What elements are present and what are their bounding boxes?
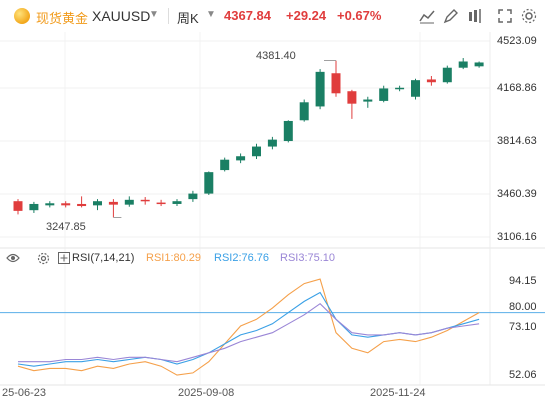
- rsi3-value: RSI3:75.10: [280, 252, 336, 264]
- candle-body: [124, 199, 134, 205]
- rsi-header: RSI(7,14,21) RSI1:80.29 RSI2:76.76 RSI3:…: [0, 250, 545, 268]
- candle-body: [331, 73, 341, 94]
- rsi-axis-label: 94.15: [509, 275, 537, 287]
- price-axis-label: 3106.16: [497, 231, 537, 243]
- price-change-pct: +0.67%: [337, 8, 382, 23]
- candle-body: [283, 120, 293, 142]
- settings-icon[interactable]: [520, 7, 538, 25]
- chevron-down-icon[interactable]: ▼: [206, 9, 216, 20]
- rsi-axis-label: 73.10: [509, 321, 537, 333]
- divider: [168, 8, 169, 24]
- high-annotation: 4381.40: [256, 50, 296, 62]
- gold-coin-icon: [14, 8, 30, 24]
- candle-body: [140, 199, 150, 202]
- candle-body: [267, 139, 277, 147]
- price-axis-label: 4168.86: [497, 82, 537, 94]
- candle-body: [252, 146, 261, 157]
- rsi2-value: RSI2:76.76: [214, 252, 270, 264]
- candle-body: [236, 156, 246, 161]
- candle-body: [204, 172, 214, 194]
- candle-body: [29, 203, 39, 211]
- fullscreen-icon[interactable]: [496, 7, 514, 25]
- rsi-line-rsi2: [17, 291, 480, 367]
- price-axis-label: 3460.39: [497, 188, 537, 200]
- draw-icon[interactable]: [442, 7, 460, 25]
- candle-body: [172, 201, 182, 204]
- symbol-label[interactable]: XAUUSD: [92, 8, 151, 24]
- candle-body: [379, 88, 389, 101]
- candle-body: [299, 102, 309, 121]
- rsi1-value: RSI1:80.29: [146, 252, 202, 264]
- candle-body: [156, 202, 166, 205]
- line-chart-icon[interactable]: [418, 7, 436, 25]
- price-axis-label: 3814.63: [497, 135, 537, 147]
- compare-icon[interactable]: [466, 7, 484, 25]
- rsi-line-rsi3: [18, 302, 480, 363]
- period-select[interactable]: 周K: [177, 11, 199, 26]
- low-annotation: 3247.85: [46, 221, 86, 233]
- candle-body: [442, 67, 452, 83]
- chevron-down-icon[interactable]: ▼: [149, 9, 159, 20]
- candle-body: [347, 91, 357, 104]
- candle-body: [188, 193, 198, 200]
- candle-body: [411, 80, 420, 97]
- candle-body: [108, 201, 118, 205]
- instrument-name[interactable]: 现货黄金: [36, 11, 89, 26]
- rsi-axis-label: 52.06: [509, 369, 537, 381]
- current-price: 4367.84: [224, 8, 271, 23]
- price-axis-label: 4523.09: [497, 35, 537, 47]
- candle-body: [426, 79, 436, 83]
- rsi-title[interactable]: RSI(7,14,21): [72, 252, 135, 264]
- candle-body: [395, 87, 405, 90]
- candle-body: [61, 203, 71, 206]
- candle-body: [93, 201, 102, 206]
- candle-body: [220, 159, 230, 171]
- rsi-axis-label: 80.00: [509, 301, 537, 313]
- date-label: 25-06-23: [2, 387, 47, 399]
- instrument-header: 现货黄金 XAUUSD ▼ 周K ▼ 4367.84 +29.24 +0.67%: [0, 0, 545, 32]
- candle-body: [77, 203, 87, 207]
- date-label: 2025-11-24: [370, 387, 426, 399]
- candle-body: [458, 61, 468, 68]
- rsi-line-rsi1: [17, 278, 480, 376]
- candle-body: [45, 203, 55, 206]
- price-change: +29.24: [286, 8, 327, 23]
- candle-body: [474, 62, 484, 67]
- date-label: 2025-09-08: [178, 387, 235, 399]
- candle-body: [315, 71, 325, 107]
- candle-body: [13, 201, 23, 211]
- candle-body: [363, 99, 373, 102]
